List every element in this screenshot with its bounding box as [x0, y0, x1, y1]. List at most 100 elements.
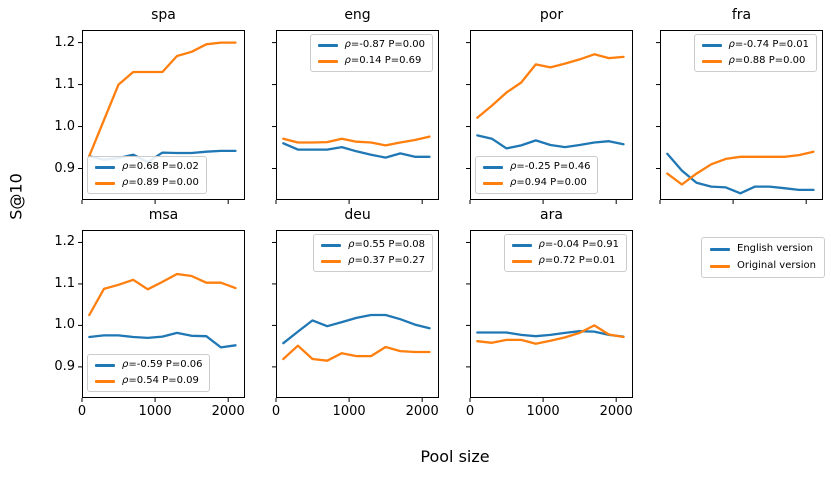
subplot-title: fra [731, 7, 752, 23]
subplot-title: spa [151, 7, 176, 23]
x-tick-label: 1000 [526, 404, 560, 419]
legend-label: ρ=0.14 P=0.69 [344, 55, 422, 66]
english-version-line-swatch [321, 243, 342, 247]
legend-label: ρ=-0.04 P=0.91 [538, 239, 619, 250]
subplot-title: msa [148, 207, 179, 223]
axes-frame [660, 30, 823, 200]
english-version-line-swatch [701, 43, 722, 47]
subplot-spa: spa 0.9 1.0 1.1 1.2 ρ=0.68 P=0.02 ρ=0.89 P=0.0… [54, 7, 245, 204]
plot-area [272, 230, 439, 402]
plot-area [78, 230, 245, 402]
original-version-line-swatch [321, 259, 342, 263]
english-version-line-swatch [317, 43, 338, 47]
english-version-line-swatch [95, 165, 115, 169]
line-english-version [88, 331, 237, 349]
y-tick-label: 0.9 [54, 358, 75, 374]
y-tick-label: 0.9 [54, 160, 75, 176]
axes-frame [82, 230, 245, 398]
legend-label: ρ=0.89 P=0.00 [122, 177, 199, 188]
line-original-version [666, 150, 815, 186]
x-tick-label: 1000 [138, 404, 172, 419]
original-version-line-swatch [95, 181, 115, 185]
y-tick-label: 1.1 [54, 275, 75, 291]
subplot-title: ara [540, 207, 563, 223]
figure-legend: English version Original version [701, 237, 825, 278]
plot-area [466, 230, 633, 402]
legend-item-english-version: English version [710, 243, 816, 255]
original-version-line-swatch [511, 259, 532, 263]
y-tick-label: 1.2 [54, 34, 75, 50]
english-version-line-swatch [710, 247, 730, 251]
subplot-ara: ara 0 1000 2000 ρ=-0.04 P=0.91 ρ=0.72 P=0.01 [466, 207, 633, 419]
line-english-version [476, 330, 625, 338]
subplot-msa: msa 0.9 1.0 1.1 1.2 0 1000 2000 ρ=-0.59 P=0.06 ρ=… [54, 207, 245, 419]
subplot-legend: ρ=0.68 P=0.02 ρ=0.89 P=0.00 [87, 156, 207, 194]
plot-area [466, 30, 633, 204]
line-english-version [476, 134, 625, 150]
x-tick-label: 0 [271, 404, 281, 419]
subplot-legend: ρ=-0.87 P=0.00 ρ=0.14 P=0.69 [309, 34, 433, 72]
legend-item: ρ=-0.25 P=0.46 [483, 161, 590, 173]
legend-item-original-version: Original version [710, 260, 816, 272]
legend-label: ρ=-0.25 P=0.46 [510, 161, 591, 172]
subplot-legend: ρ=-0.74 P=0.01 ρ=0.88 P=0.00 [693, 34, 817, 72]
line-original-version [282, 344, 431, 362]
legend-label: ρ=-0.59 P=0.06 [122, 359, 203, 370]
english-version-line-swatch [95, 363, 115, 367]
x-tick-label: 2000 [599, 404, 633, 419]
plot-area [656, 30, 823, 204]
legend-label: ρ=-0.87 P=0.00 [344, 39, 425, 50]
y-tick-label: 1.2 [54, 234, 75, 250]
legend-label: Original version [737, 260, 816, 271]
legend-item: ρ=0.94 P=0.00 [483, 177, 590, 189]
subplot-title: eng [344, 7, 371, 23]
legend-label: ρ=0.68 P=0.02 [122, 161, 199, 172]
original-version-line-swatch [701, 59, 722, 63]
line-english-version [282, 313, 431, 345]
axes-frame [276, 230, 439, 398]
legend-item: ρ=0.55 P=0.08 [321, 239, 425, 251]
legend-item: ρ=-0.04 P=0.91 [511, 239, 619, 251]
legend-item: ρ=0.89 P=0.00 [95, 177, 199, 189]
legend-item: ρ=-0.74 P=0.01 [701, 39, 809, 51]
legend-label: ρ=0.94 P=0.00 [510, 177, 587, 188]
subplot-eng: eng ρ=-0.87 P=0.00 ρ=0.14 P=0.69 [272, 7, 439, 204]
line-original-version [88, 41, 237, 158]
legend-label: English version [737, 243, 813, 254]
legend-item: ρ=0.68 P=0.02 [95, 161, 199, 173]
legend-label: ρ=0.37 P=0.27 [348, 255, 425, 266]
x-tick-label: 0 [77, 404, 87, 419]
x-tick-label: 0 [465, 404, 475, 419]
line-original-version [476, 53, 625, 119]
legend-item: ρ=0.88 P=0.00 [701, 55, 809, 67]
english-version-line-swatch [511, 243, 532, 247]
x-tick-label: 2000 [211, 404, 245, 419]
subplot-deu: deu 0 1000 2000 ρ=0.55 P=0.08 ρ=0.37 P=0.27 [272, 207, 439, 419]
y-tick-label: 1.1 [54, 76, 75, 92]
subplot-legend: ρ=0.55 P=0.08 ρ=0.37 P=0.27 [313, 234, 433, 272]
original-version-line-swatch [317, 59, 338, 63]
legend-label: ρ=0.72 P=0.01 [538, 255, 616, 266]
line-original-version [476, 324, 625, 345]
axes-frame [82, 30, 245, 200]
axes-frame [470, 230, 633, 398]
original-version-line-swatch [710, 264, 730, 268]
legend-item: ρ=0.54 P=0.09 [95, 375, 202, 387]
legend-label: ρ=0.54 P=0.09 [122, 375, 199, 386]
x-tick-label: 2000 [405, 404, 439, 419]
x-tick-label: 1000 [332, 404, 366, 419]
line-english-version [666, 152, 815, 195]
legend-item: ρ=-0.59 P=0.06 [95, 359, 202, 371]
legend-label: ρ=0.88 P=0.00 [728, 55, 806, 66]
line-english-version [282, 142, 431, 159]
subplot-por: por ρ=-0.25 P=0.46 ρ=0.94 P=0.00 [466, 7, 633, 204]
subplot-fra: fra ρ=-0.74 P=0.01 ρ=0.88 P=0.00 [656, 7, 823, 204]
axes-frame [470, 30, 633, 200]
original-version-line-swatch [95, 379, 115, 383]
legend-item: ρ=0.72 P=0.01 [511, 255, 619, 267]
legend-item: ρ=0.14 P=0.69 [317, 55, 425, 67]
subplot-legend: ρ=-0.04 P=0.91 ρ=0.72 P=0.01 [503, 234, 627, 272]
x-axis-label: Pool size [420, 447, 490, 466]
english-version-line-swatch [483, 165, 503, 169]
